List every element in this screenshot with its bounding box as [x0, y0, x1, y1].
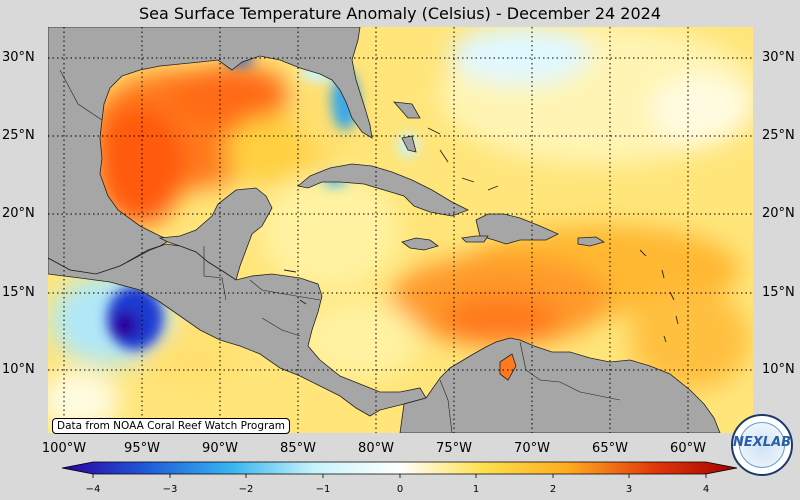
lon-label: 85°W: [280, 441, 316, 456]
logo-globe-icon: [739, 422, 785, 468]
map-title: Sea Surface Temperature Anomaly (Celsius…: [139, 4, 661, 23]
colorbar-tick: 1: [472, 484, 480, 495]
colorbar-tick: 4: [702, 484, 710, 495]
land-masses: [48, 27, 721, 433]
colorbar-tick: −3: [162, 484, 178, 495]
lat-label-right: 10°N: [762, 362, 795, 377]
lon-label: 65°W: [592, 441, 628, 456]
nexlab-logo: NEXLAB: [731, 414, 793, 476]
lon-label: 80°W: [358, 441, 394, 456]
lat-label-right: 25°N: [762, 128, 795, 143]
colorbar-tick: −4: [85, 484, 101, 495]
lat-label-right: 20°N: [762, 206, 795, 221]
lon-label: 100°W: [41, 441, 87, 456]
lat-label-left: 15°N: [2, 285, 35, 300]
lon-label: 60°W: [670, 441, 706, 456]
lat-label-left: 20°N: [2, 206, 35, 221]
colorbar-tick: −2: [238, 484, 254, 495]
small-islands: [283, 127, 679, 343]
lat-label-right: 15°N: [762, 285, 795, 300]
anomaly-field: [48, 27, 753, 433]
lon-label: 90°W: [202, 441, 238, 456]
lat-label-left: 25°N: [2, 128, 35, 143]
logo-text: NEXLAB: [733, 435, 792, 450]
data-credit: Data from NOAA Coral Reef Watch Program: [52, 418, 290, 434]
colorbar-tick: 0: [396, 484, 404, 495]
colorbar-tick: −1: [315, 484, 331, 495]
colorbar-tick: 2: [549, 484, 557, 495]
graticule: [48, 27, 753, 433]
lon-label: 95°W: [124, 441, 160, 456]
colorbar: [61, 461, 738, 478]
colorbar-tick: 3: [625, 484, 633, 495]
lon-label: 75°W: [436, 441, 472, 456]
lat-label-left: 30°N: [2, 50, 35, 65]
lat-label-left: 10°N: [2, 362, 35, 377]
lon-label: 70°W: [514, 441, 550, 456]
lat-label-right: 30°N: [762, 50, 795, 65]
